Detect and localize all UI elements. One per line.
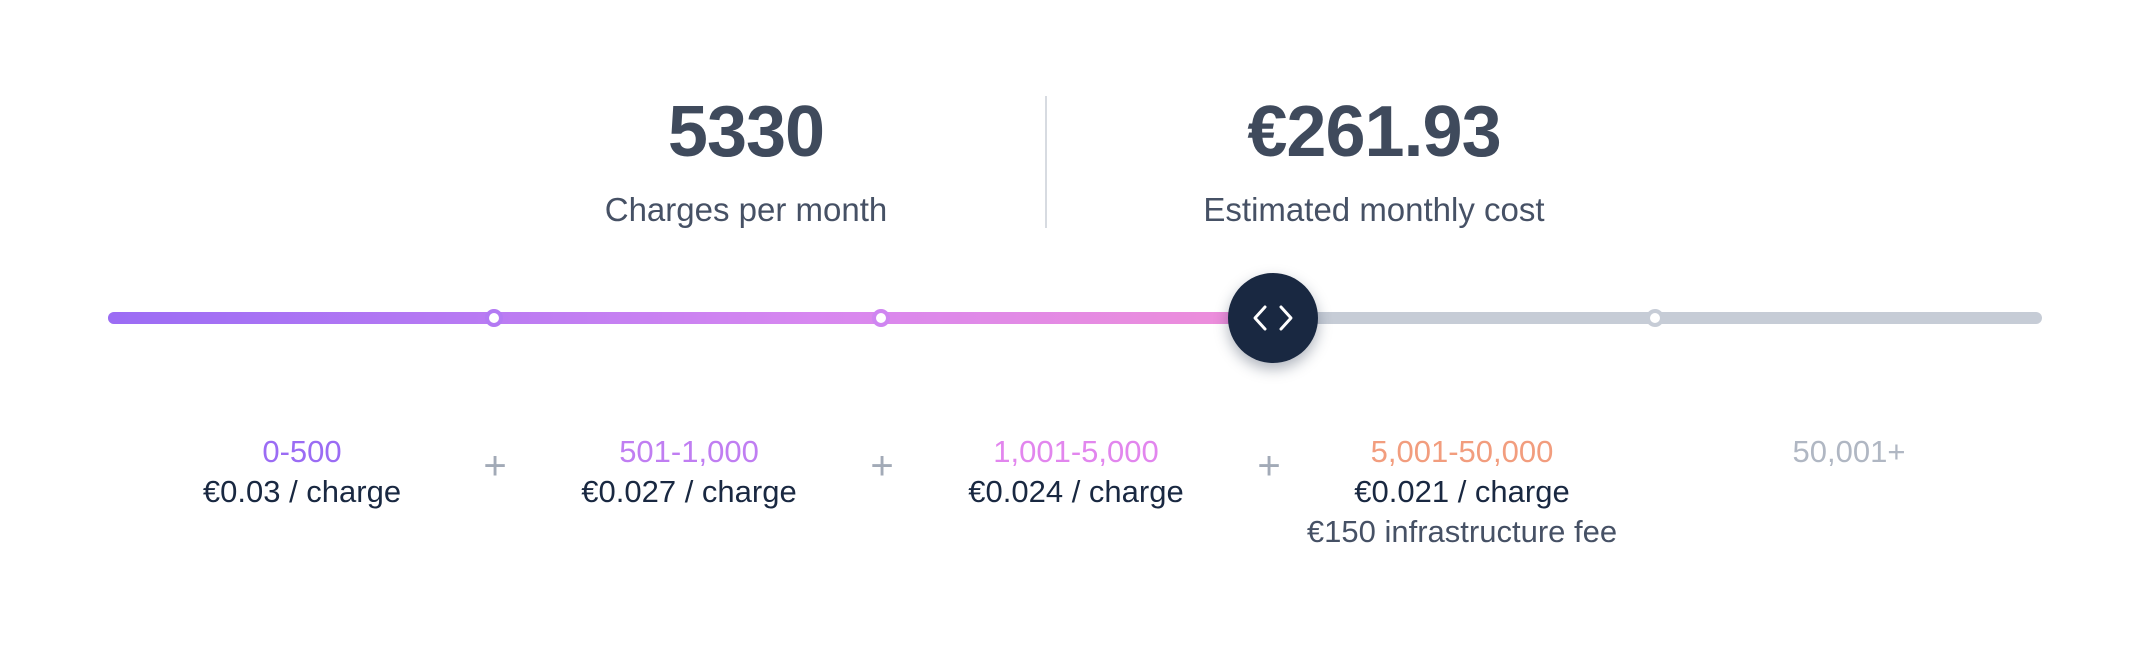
tier-range: 50,001+ [1792, 434, 1906, 469]
tier-range: 1,001-5,000 [993, 434, 1159, 469]
pricing-summary: 5330 Charges per month €261.93 Estimated… [0, 86, 2146, 236]
cost-value: €261.93 [1247, 92, 1501, 172]
tier-1001-5000: 1,001-5,000 €0.024 / charge [916, 432, 1236, 512]
tier-range: 0-500 [262, 434, 342, 469]
plus-separator: + [483, 444, 507, 488]
tier-50001-plus: 50,001+ [1689, 432, 2009, 472]
tier-marker-5000 [872, 309, 890, 327]
cost-label: Estimated monthly cost [1203, 191, 1545, 228]
charges-slider[interactable] [108, 273, 2042, 363]
summary-divider [1045, 96, 1047, 228]
tier-range: 501-1,000 [619, 434, 759, 469]
tier-501-1000: 501-1,000 €0.027 / charge [529, 432, 849, 512]
tier-price: €0.021 / charge [1354, 474, 1570, 509]
slider-thumb[interactable] [1228, 273, 1318, 363]
slider-fill [108, 312, 1281, 324]
tier-5001-50000: 5,001-50,000 €0.021 / charge €150 infras… [1272, 432, 1652, 552]
tier-price: €0.03 / charge [202, 474, 402, 509]
pricing-tiers: 0-500 €0.03 / charge + 501-1,000 €0.027 … [0, 432, 2146, 572]
plus-separator: + [870, 444, 894, 488]
cost-stat: €261.93 Estimated monthly cost [1154, 86, 1594, 230]
tier-0-500: 0-500 €0.03 / charge [142, 432, 462, 512]
tier-marker-1000 [485, 309, 503, 327]
tier-infrastructure-fee: €150 infrastructure fee [1306, 514, 1618, 549]
code-chevrons-icon [1251, 303, 1295, 333]
charges-stat: 5330 Charges per month [526, 86, 966, 230]
tier-price: €0.024 / charge [968, 474, 1184, 509]
tier-range: 5,001-50,000 [1370, 434, 1554, 469]
tier-price: €0.027 / charge [581, 474, 797, 509]
tier-marker-50000 [1646, 309, 1664, 327]
plus-separator: + [1257, 444, 1281, 488]
charges-label: Charges per month [604, 191, 888, 228]
charges-value: 5330 [667, 92, 825, 172]
